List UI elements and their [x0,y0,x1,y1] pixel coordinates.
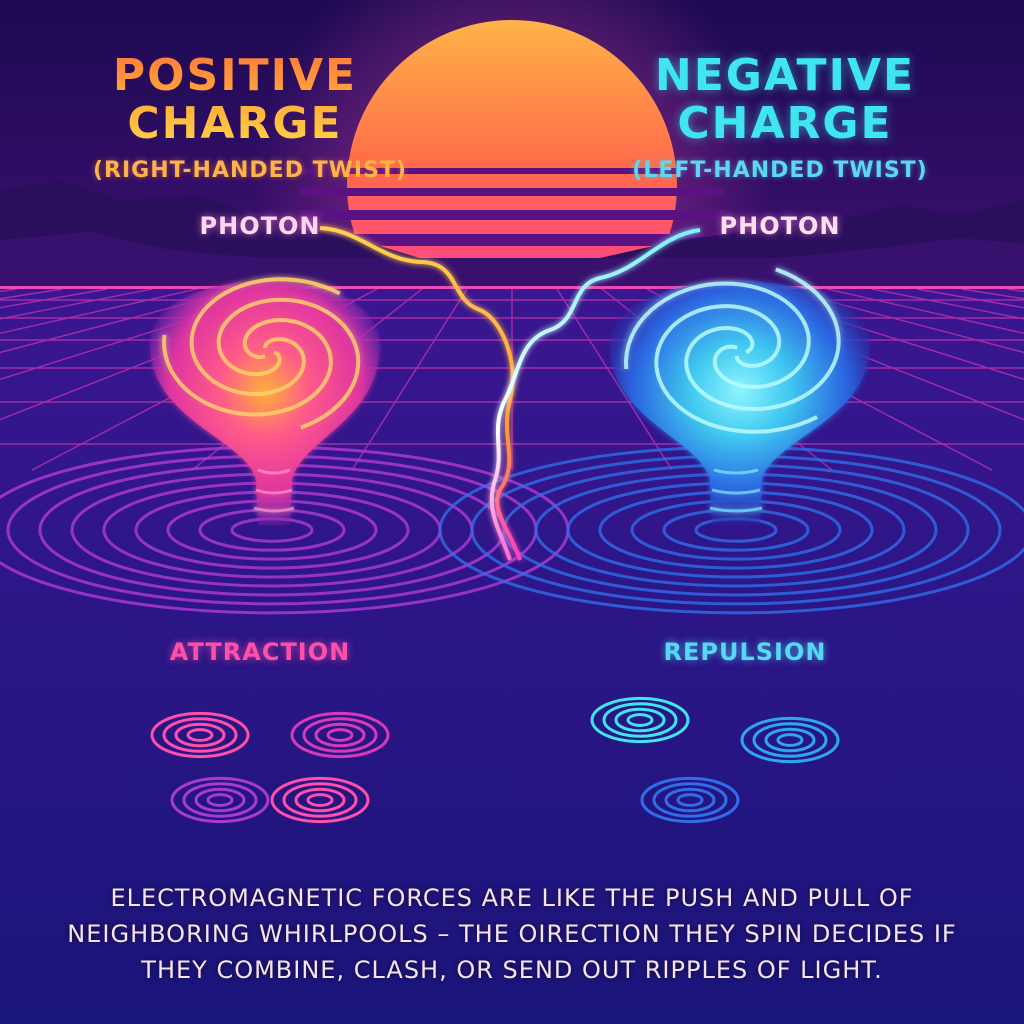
negative-vortex [610,267,870,525]
negative-charge-subtitle: (LEFT-HANDED TWIST) [632,158,928,183]
photon-wave-left [319,226,522,561]
attraction-whirlpools [150,711,390,824]
negative-charge-title: NEGATIVE CHARGE [654,50,916,149]
repulsion-whirlpools [590,696,840,824]
caption: ELECTROMAGNETIC FORCES ARE LIKE THE PUSH… [67,884,957,984]
photon-wave-right [489,228,701,561]
attraction-label: ATTRACTION [169,638,351,666]
repulsion-label: REPULSION [663,638,827,666]
positive-vortex [150,277,380,525]
photon-label-right: PHOTON [719,212,841,240]
positive-charge-title: POSITIVE CHARGE [80,52,390,148]
photon-label-left: PHOTON [199,212,321,240]
sun [300,20,724,262]
positive-charge-subtitle: (RIGHT-HANDED TWIST) [93,158,407,183]
